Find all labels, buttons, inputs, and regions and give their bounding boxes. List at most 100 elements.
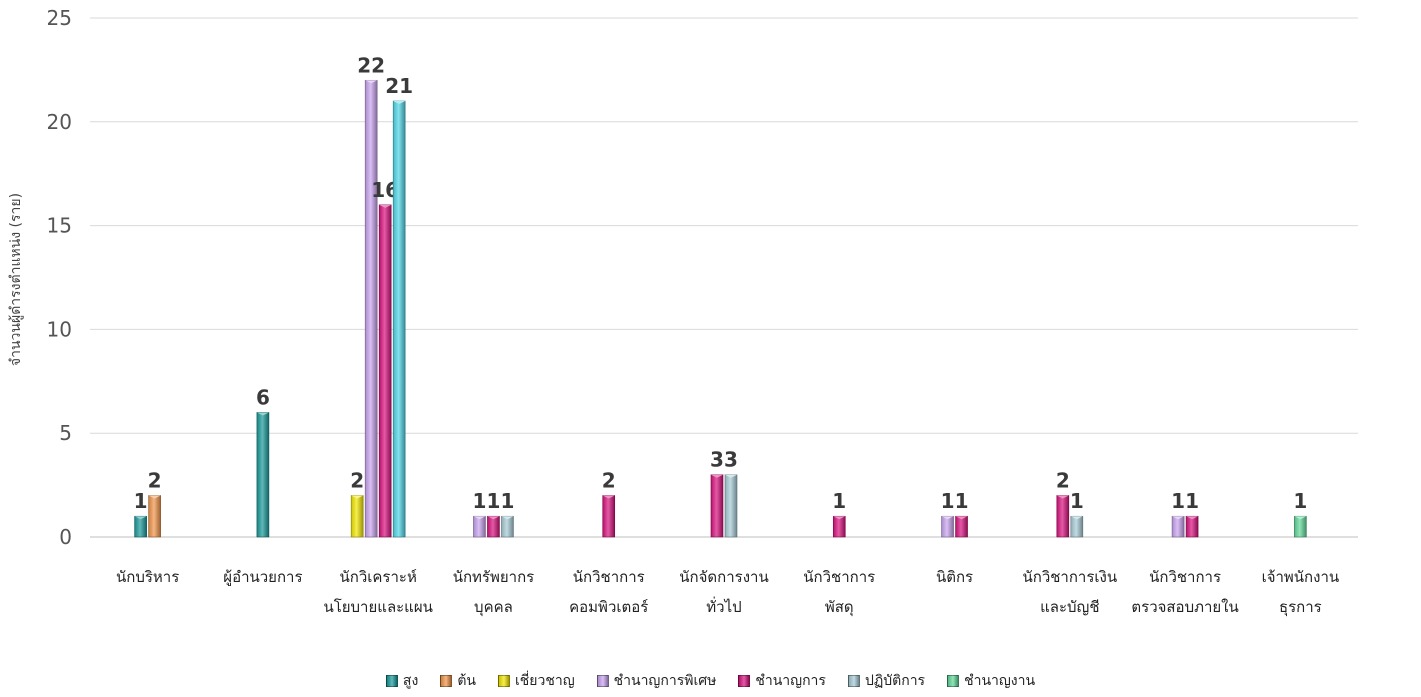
- data-label: 1: [1293, 489, 1307, 513]
- legend: สูง ต้น เชี่ยวชาญ ชำนาญการพิเศษ ชำนาญการ ปฏิบ…: [0, 670, 1421, 692]
- legend-swatch: [497, 675, 510, 687]
- data-label: 1: [1171, 489, 1185, 513]
- x-tick-label: นิติกร: [936, 568, 973, 586]
- bar: [1171, 515, 1185, 538]
- bar-top: [365, 80, 378, 84]
- bar: [392, 100, 406, 538]
- x-tick-label: นักทรัพยากรบุคคล: [453, 568, 535, 617]
- bar-top: [134, 516, 147, 520]
- data-label: 1: [832, 489, 846, 513]
- x-tick-label: นักวิชาการเงินและบัญชี: [1022, 568, 1117, 616]
- x-tick-label: นักบริหาร: [116, 568, 179, 586]
- y-tick-label: 5: [59, 421, 72, 445]
- bar: [256, 412, 270, 538]
- data-label: 1: [1070, 489, 1084, 513]
- legend-swatch: [738, 675, 751, 687]
- bar: [1185, 515, 1199, 538]
- bar-top: [1186, 516, 1199, 520]
- legend-item: ชำนาญการ: [738, 670, 826, 692]
- data-label: 21: [385, 74, 413, 98]
- x-tick-label: นักจัดการงานทั่วไป: [679, 568, 768, 616]
- y-axis-label: จำนวนผู้ดำรงตำแหน่ง (ราย): [8, 193, 24, 366]
- bar: [832, 515, 846, 538]
- x-tick-label: เจ้าพนักงานธุรการ: [1262, 568, 1340, 617]
- bar: [1294, 515, 1307, 538]
- data-label: 1: [955, 489, 969, 513]
- bar: [473, 515, 486, 538]
- x-tick-label: นักวิชาการคอมพิวเตอร์: [569, 568, 648, 616]
- y-tick-label: 0: [59, 525, 72, 549]
- bar: [1070, 515, 1084, 538]
- bar-top: [725, 474, 737, 478]
- data-label: 2: [1056, 468, 1070, 492]
- data-label: 2: [350, 468, 364, 492]
- legend-swatch: [440, 675, 453, 687]
- bar: [134, 515, 147, 538]
- data-label: 22: [357, 53, 385, 77]
- bar-top: [941, 516, 954, 520]
- bar: [364, 79, 378, 538]
- legend-label: สูง: [402, 673, 419, 689]
- y-tick-label: 10: [47, 317, 72, 341]
- bar-top: [1070, 516, 1083, 520]
- y-tick-label: 15: [47, 214, 72, 238]
- bar: [501, 515, 514, 538]
- legend-swatch: [847, 675, 860, 687]
- data-label: 1: [486, 489, 500, 513]
- bar-top: [256, 412, 269, 416]
- bar: [378, 204, 392, 538]
- data-label: 1: [134, 489, 148, 513]
- bar: [350, 495, 364, 538]
- bar-top: [602, 495, 615, 499]
- bar: [955, 515, 968, 538]
- y-tick-label: 25: [47, 6, 72, 30]
- x-tick-label: นักวิชาการตรวจสอบภายใน: [1131, 568, 1238, 616]
- x-tick-label: นักวิเคราะห์นโยบายและแผน: [323, 568, 432, 616]
- data-label: 1: [500, 489, 514, 513]
- legend-item: ต้น: [440, 670, 476, 692]
- bar-top: [379, 204, 392, 208]
- bar-top: [351, 495, 364, 499]
- bar-top: [1294, 516, 1307, 520]
- bar-top: [501, 516, 514, 520]
- legend-label: เชี่ยวชาญ: [514, 673, 575, 689]
- legend-item: ชำนาญการพิเศษ: [596, 670, 717, 692]
- legend-label: ชำนาญการพิเศษ: [613, 673, 717, 689]
- data-label: 2: [148, 468, 162, 492]
- x-tick-label: ผู้อำนวยการ: [223, 568, 302, 586]
- legend-label: ปฏิบัติการ: [864, 673, 926, 689]
- data-label: 3: [724, 448, 738, 472]
- legend-label: ต้น: [457, 673, 476, 689]
- legend-item: ปฏิบัติการ: [847, 670, 926, 692]
- legend-swatch: [385, 675, 398, 687]
- bar-top: [833, 516, 846, 520]
- bar: [602, 495, 616, 538]
- data-label: 1: [1185, 489, 1199, 513]
- bar-top: [1172, 516, 1185, 520]
- legend-label: ชำนาญงาน: [964, 673, 1036, 689]
- data-label: 2: [602, 468, 616, 492]
- bar: [487, 515, 500, 538]
- bar-top: [473, 516, 486, 520]
- legend-swatch: [947, 675, 960, 687]
- bar-top: [955, 516, 968, 520]
- bar-top: [393, 101, 406, 105]
- bar: [710, 474, 724, 538]
- bar: [941, 515, 954, 538]
- y-tick-label: 20: [47, 110, 72, 134]
- legend-item: เชี่ยวชาญ: [497, 670, 575, 692]
- data-label: 1: [472, 489, 486, 513]
- data-label: 6: [256, 385, 270, 409]
- bar-top: [711, 474, 723, 478]
- bar-top: [487, 516, 500, 520]
- legend-swatch: [596, 675, 609, 687]
- legend-item: สูง: [385, 670, 419, 692]
- data-label: 3: [710, 448, 724, 472]
- data-label: 1: [941, 489, 955, 513]
- bar: [1056, 495, 1070, 538]
- bar-top: [148, 495, 161, 499]
- bar-top: [1056, 495, 1069, 499]
- bar: [724, 474, 738, 538]
- legend-label: ชำนาญการ: [755, 673, 826, 689]
